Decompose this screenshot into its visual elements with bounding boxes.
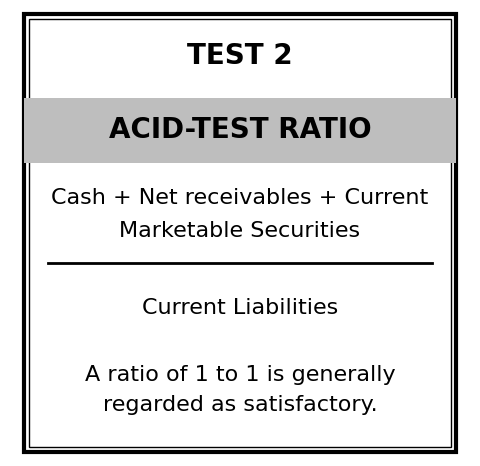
Bar bbox=[24, 98, 456, 163]
Text: TEST 2: TEST 2 bbox=[187, 42, 293, 70]
Text: Marketable Securities: Marketable Securities bbox=[120, 221, 360, 240]
Bar bbox=[29, 19, 451, 447]
Text: ACID-TEST RATIO: ACID-TEST RATIO bbox=[108, 116, 372, 144]
Text: regarded as satisfactory.: regarded as satisfactory. bbox=[103, 396, 377, 415]
Text: A ratio of 1 to 1 is generally: A ratio of 1 to 1 is generally bbox=[84, 365, 396, 385]
Bar bbox=[24, 14, 456, 452]
Text: Current Liabilities: Current Liabilities bbox=[142, 298, 338, 317]
Text: Cash + Net receivables + Current: Cash + Net receivables + Current bbox=[51, 188, 429, 208]
